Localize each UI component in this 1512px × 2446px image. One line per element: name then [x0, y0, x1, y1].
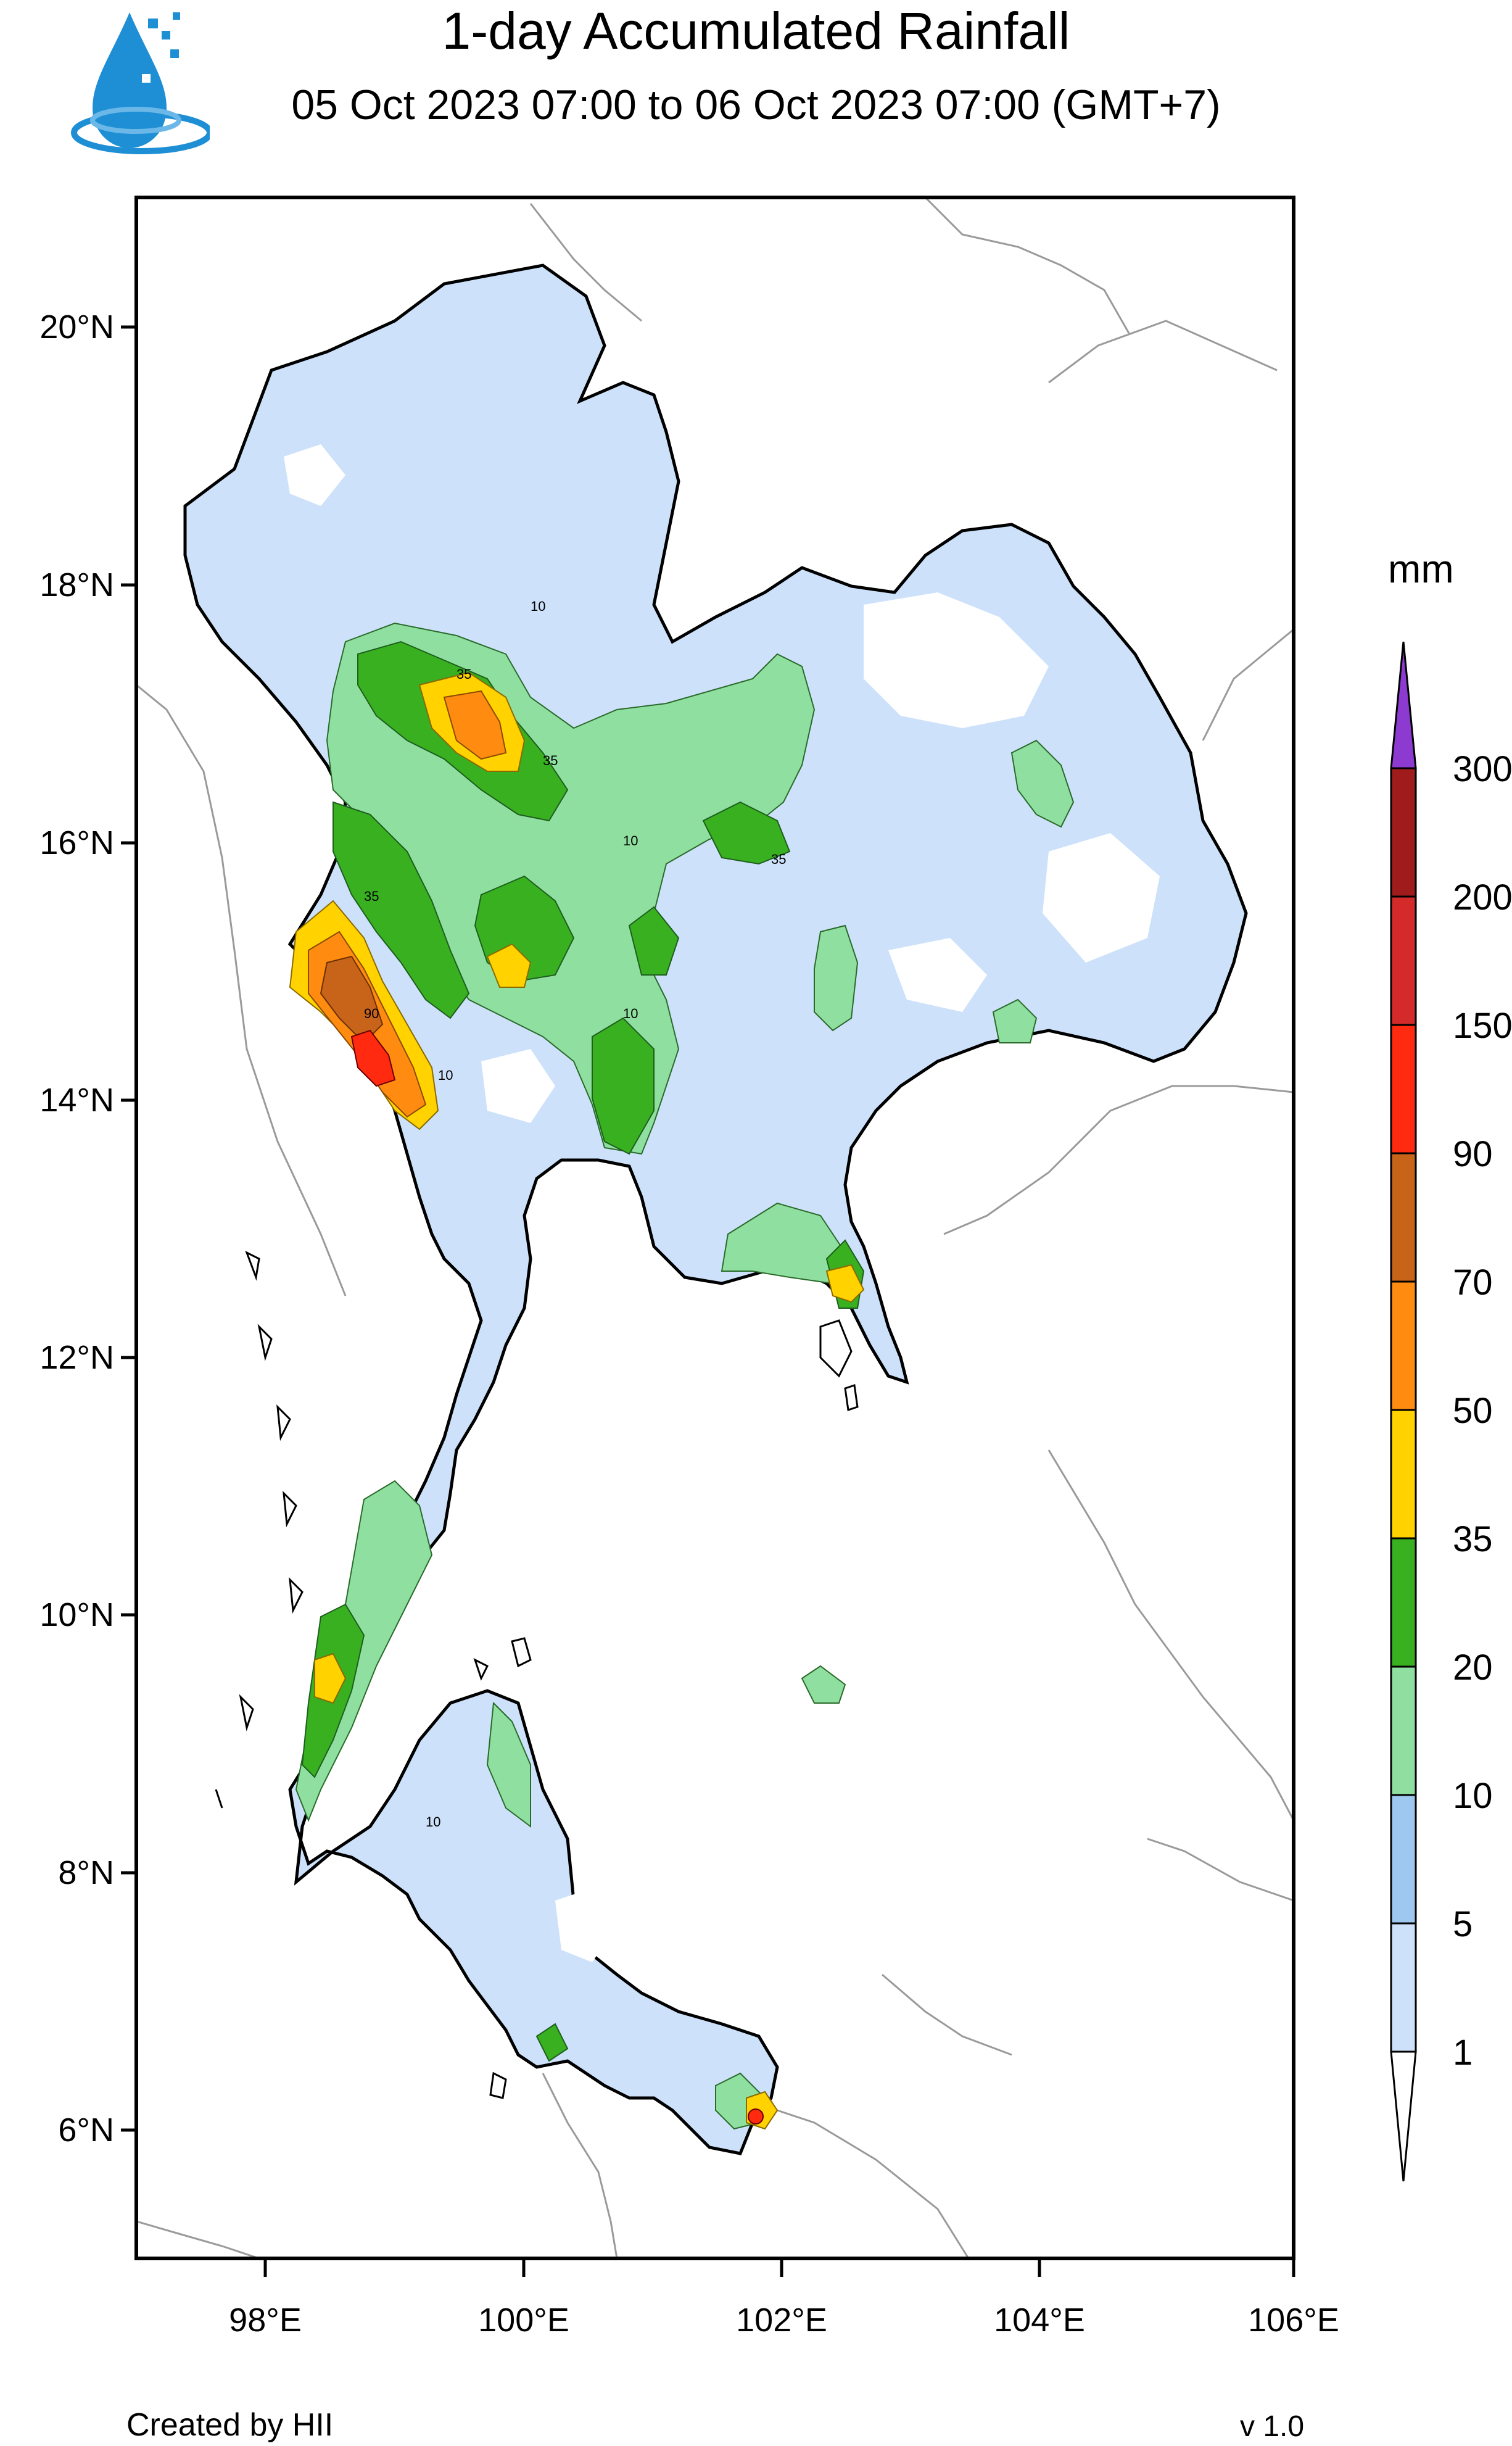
colorbar-label: 35 [1453, 1519, 1493, 1559]
colorbar-label: 10 [1453, 1776, 1493, 1816]
colorbar-top-triangle [1390, 641, 1417, 769]
lon-label: 106°E [1248, 2302, 1339, 2339]
colorbar-segment [1390, 1152, 1417, 1283]
lat-label: 16°N [39, 824, 114, 861]
rain-90-150-areas [350, 1029, 764, 2125]
colorbar-label: 70 [1453, 1262, 1493, 1303]
lon-ticks [263, 2258, 1295, 2277]
lat-label: 10°N [39, 1596, 114, 1633]
colorbar [1390, 641, 1417, 2182]
colorbar-label: 50 [1453, 1391, 1493, 1431]
colorbar-label: 150 [1453, 1006, 1512, 1046]
contour-label: 10 [426, 1814, 440, 1830]
lat-ticks [121, 325, 136, 2132]
map-title: 1-day Accumulated Rainfall [442, 2, 1070, 60]
colorbar-segment [1390, 1024, 1417, 1155]
colorbar-segment [1390, 1794, 1417, 1925]
lat-label: 14°N [39, 1082, 114, 1119]
colorbar-label: 1 [1453, 2033, 1473, 2073]
lat-label: 6°N [58, 2112, 114, 2149]
islands [215, 1250, 859, 2099]
lat-label: 18°N [39, 566, 114, 603]
colorbar-label: 300 [1453, 749, 1512, 789]
lat-label: 12°N [39, 1339, 114, 1376]
colorbar-label: 90 [1453, 1134, 1493, 1174]
contour-label: 35 [771, 852, 786, 867]
colorbar-segment [1390, 1537, 1417, 1668]
lat-label: 8°N [58, 1854, 114, 1891]
colorbar-label: 5 [1453, 1904, 1473, 1944]
colorbar-segment [1390, 895, 1417, 1026]
lon-label: 102°E [736, 2302, 827, 2339]
colorbar-label: 200 [1453, 877, 1512, 918]
map-subtitle: 05 Oct 2023 07:00 to 06 Oct 2023 07:00 (… [291, 81, 1221, 128]
contour-label: 10 [623, 1006, 638, 1021]
colorbar-label: 20 [1453, 1648, 1493, 1688]
contour-label: 35 [456, 666, 471, 682]
lon-label: 104°E [994, 2302, 1085, 2339]
colorbar-bottom-triangle [1390, 2050, 1417, 2182]
contour-label: 10 [623, 833, 638, 848]
contour-label: 10 [438, 1068, 453, 1083]
map-frame-border [134, 196, 1295, 2260]
colorbar-segment [1390, 1665, 1417, 1796]
colorbar-segment [1390, 767, 1417, 898]
contour-labels: 35 35 90 10 10 10 10 10 35 35 [364, 599, 786, 1830]
contour-label: 35 [364, 889, 379, 904]
colorbar-segment [1390, 1922, 1417, 2053]
lat-label: 20°N [39, 309, 114, 346]
colorbar-segment [1390, 1409, 1417, 1540]
version-text: v 1.0 [1240, 2410, 1305, 2443]
colorbar-unit: mm [1388, 547, 1454, 591]
contour-label: 10 [531, 599, 545, 614]
contour-label: 90 [364, 1006, 379, 1021]
credit-text: Created by HII [126, 2407, 334, 2443]
dry-areas [284, 444, 1160, 1962]
contour-label: 35 [543, 753, 558, 768]
colorbar-segment [1390, 1280, 1417, 1411]
lon-label: 98°E [229, 2302, 302, 2339]
lon-label: 100°E [478, 2302, 569, 2339]
